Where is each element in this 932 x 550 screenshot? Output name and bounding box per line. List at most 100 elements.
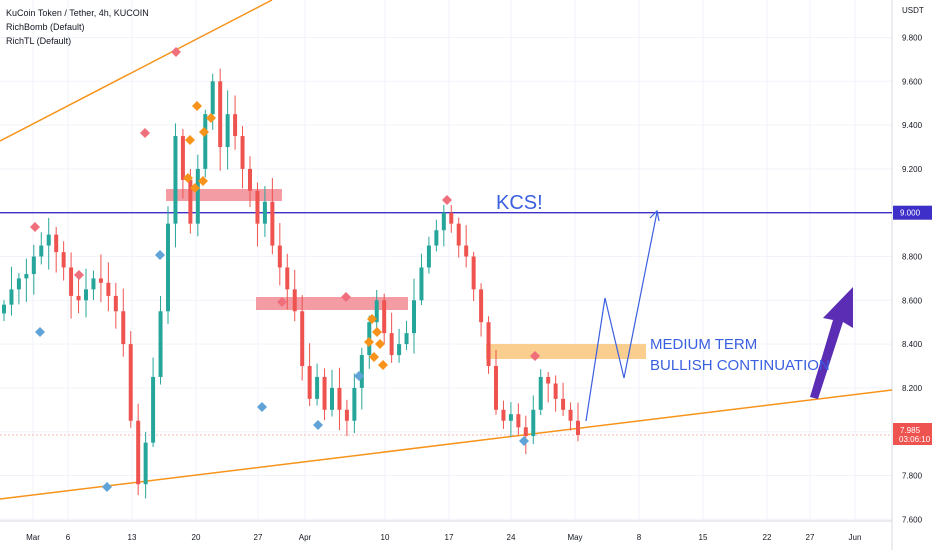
last-price-badge[interactable] <box>893 423 932 445</box>
level-price-badge[interactable] <box>893 205 932 220</box>
buy-signal-diamond <box>35 327 45 337</box>
candle-body[interactable] <box>240 136 245 169</box>
candle-body[interactable] <box>173 136 178 224</box>
candle-body[interactable] <box>2 304 6 314</box>
price-tick-label: 9.200 <box>902 165 923 174</box>
candle-body[interactable] <box>300 311 305 366</box>
candle-body[interactable] <box>538 376 543 410</box>
candle-body[interactable] <box>46 234 51 246</box>
candle-body[interactable] <box>292 289 297 312</box>
candle-body[interactable] <box>419 267 424 301</box>
candle-body[interactable] <box>456 223 461 246</box>
candle-body[interactable] <box>576 420 580 435</box>
candle-body[interactable] <box>397 344 402 356</box>
candle-body[interactable] <box>434 230 439 246</box>
plot-area[interactable] <box>0 0 892 521</box>
bomb-signal-diamond <box>185 135 195 145</box>
candle-body[interactable] <box>69 267 74 296</box>
bomb-signal-diamond <box>378 360 388 370</box>
candle-body[interactable] <box>330 387 334 410</box>
price-tick-label: 8.200 <box>902 384 923 393</box>
candle-body[interactable] <box>374 300 379 323</box>
candle-countdown: 03:06:10 <box>899 435 931 444</box>
candle-body[interactable] <box>210 81 215 115</box>
candle-body[interactable] <box>508 414 513 421</box>
candle-body[interactable] <box>352 387 357 421</box>
candle-body[interactable] <box>106 282 111 296</box>
bomb-signal-diamond <box>190 183 200 193</box>
candle-body[interactable] <box>285 267 290 290</box>
candle-body[interactable] <box>128 344 133 421</box>
candle-body[interactable] <box>9 289 14 305</box>
candle-body[interactable] <box>337 387 342 410</box>
medium-term-annotation: MEDIUM TERM <box>650 336 757 353</box>
candle-body[interactable] <box>531 409 536 437</box>
candle-body[interactable] <box>412 300 416 334</box>
candle-body[interactable] <box>91 278 96 290</box>
candle-body[interactable] <box>143 442 148 485</box>
sell-signal-diamond <box>74 270 84 280</box>
candle-body[interactable] <box>39 245 44 257</box>
candle-body[interactable] <box>121 311 126 345</box>
candle-body[interactable] <box>113 295 118 312</box>
candle-body[interactable] <box>180 136 185 180</box>
candle-body[interactable] <box>389 333 394 356</box>
candle-body[interactable] <box>195 168 200 224</box>
candle-body[interactable] <box>24 274 29 279</box>
lower-trendline[interactable] <box>0 389 893 500</box>
candle-body[interactable] <box>359 355 364 388</box>
candle-body[interactable] <box>307 366 312 399</box>
candle-body[interactable] <box>441 212 446 231</box>
candle-body[interactable] <box>262 201 267 224</box>
candle-body[interactable] <box>31 256 36 275</box>
bullish-continuation-annotation: BULLISH CONTINUATION <box>650 357 830 374</box>
candle-body[interactable] <box>426 245 431 268</box>
candle-body[interactable] <box>449 212 454 224</box>
time-tick-label: 15 <box>699 533 708 542</box>
candle-body[interactable] <box>76 295 81 301</box>
indicator-richtl-label[interactable]: RichTL (Default) <box>6 36 72 46</box>
candle-body[interactable] <box>494 366 498 410</box>
candle-body[interactable] <box>277 245 282 268</box>
candle-body[interactable] <box>404 333 409 345</box>
candle-body[interactable] <box>516 414 521 428</box>
candle-body[interactable] <box>568 409 573 421</box>
candle-body[interactable] <box>98 278 103 283</box>
candle-body[interactable] <box>248 168 252 191</box>
candle-body[interactable] <box>322 376 327 410</box>
candle-body[interactable] <box>225 114 230 147</box>
time-tick-label: 22 <box>763 533 772 542</box>
candle-body[interactable] <box>84 289 88 301</box>
candle-body[interactable] <box>523 427 528 437</box>
candle-body[interactable] <box>315 376 320 399</box>
candle-body[interactable] <box>166 223 170 312</box>
time-tick-label: Apr <box>299 533 312 542</box>
candle-body[interactable] <box>136 420 141 485</box>
candle-body[interactable] <box>501 409 506 421</box>
candle-body[interactable] <box>255 190 260 224</box>
indicator-richbomb-label[interactable]: RichBomb (Default) <box>6 22 85 32</box>
candle-body[interactable] <box>218 81 223 147</box>
candle-body[interactable] <box>471 256 476 290</box>
candle-body[interactable] <box>464 245 469 257</box>
candle-body[interactable] <box>16 278 21 290</box>
candle-body[interactable] <box>546 376 551 384</box>
candle-body[interactable] <box>233 114 238 137</box>
candle-body[interactable] <box>151 376 156 443</box>
candle-body[interactable] <box>553 383 558 399</box>
candle-body[interactable] <box>158 311 163 377</box>
candle-body[interactable] <box>479 289 484 323</box>
candle-body[interactable] <box>61 252 66 268</box>
upper-trendline[interactable] <box>0 0 273 142</box>
candle-body[interactable] <box>203 114 208 169</box>
candle-body[interactable] <box>382 300 387 334</box>
candle-body[interactable] <box>270 201 275 246</box>
candle-body[interactable] <box>54 234 59 253</box>
candle-body[interactable] <box>561 398 566 410</box>
candle-body[interactable] <box>486 322 491 366</box>
projection-arrowhead <box>649 209 660 222</box>
symbol-label[interactable]: KuCoin Token / Tether, 4h, KUCOIN <box>6 8 149 18</box>
candle-body[interactable] <box>344 409 349 421</box>
candle-body[interactable] <box>188 179 193 224</box>
